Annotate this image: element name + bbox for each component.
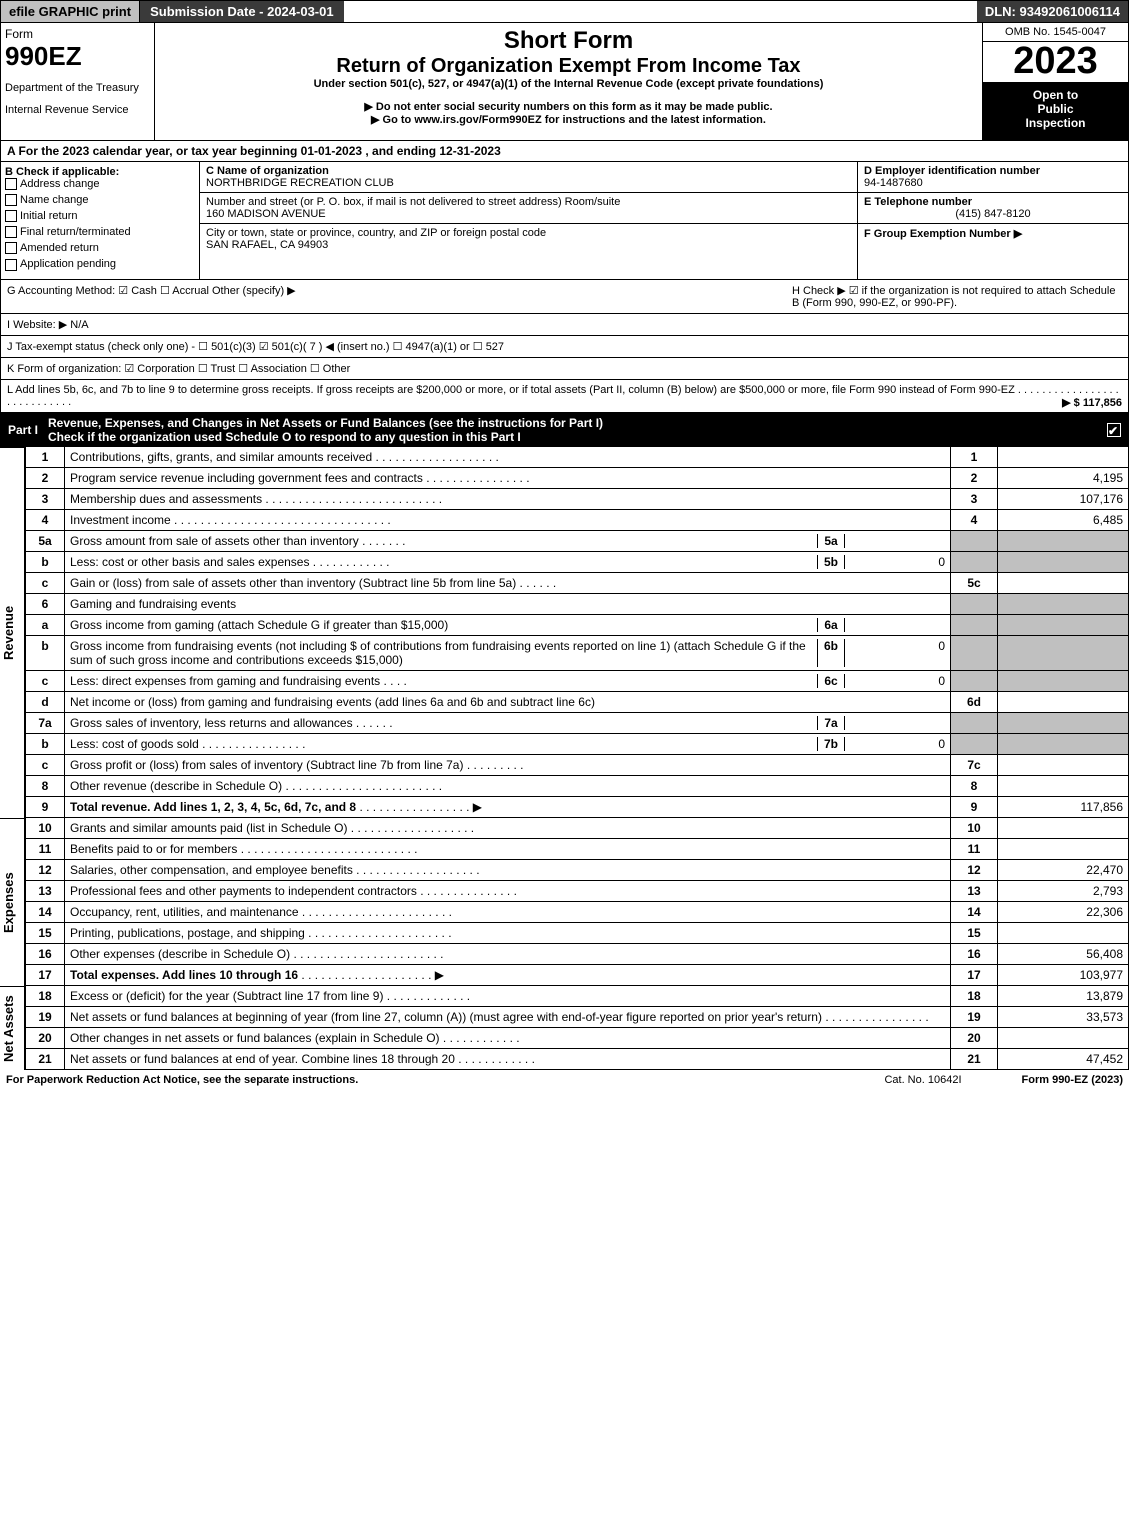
net-assets-section: Net Assets 18Excess or (deficit) for the… bbox=[0, 986, 1129, 1070]
city-cell: City or town, state or province, country… bbox=[200, 224, 857, 254]
part-I-checkbox[interactable]: ✔ bbox=[1107, 423, 1121, 437]
form-ref: Form 990-EZ (2023) bbox=[1022, 1074, 1123, 1086]
line-A: A For the 2023 calendar year, or tax yea… bbox=[0, 141, 1129, 162]
cat-no: Cat. No. 10642I bbox=[884, 1074, 961, 1086]
expenses-section: Expenses 10Grants and similar amounts pa… bbox=[0, 818, 1129, 986]
spacer bbox=[344, 1, 977, 22]
L-amount: ▶ $ 117,856 bbox=[1062, 396, 1122, 409]
GH-row: G Accounting Method: ☑ Cash ☐ Accrual Ot… bbox=[0, 280, 1129, 314]
tax-year: 2023 bbox=[983, 42, 1128, 80]
city: SAN RAFAEL, CA 94903 bbox=[206, 239, 851, 251]
org-name: NORTHBRIDGE RECREATION CLUB bbox=[206, 177, 851, 189]
addr-lbl: Number and street (or P. O. box, if mail… bbox=[206, 196, 851, 208]
title-return: Return of Organization Exempt From Incom… bbox=[159, 55, 978, 78]
line-G: G Accounting Method: ☑ Cash ☐ Accrual Ot… bbox=[7, 284, 792, 309]
expenses-side-label: Expenses bbox=[0, 818, 25, 986]
header: Form 990EZ Department of the Treasury In… bbox=[0, 23, 1129, 141]
net-table: 18Excess or (deficit) for the year (Subt… bbox=[25, 986, 1129, 1070]
D-cell: D Employer identification number 94-1487… bbox=[858, 162, 1128, 193]
expenses-table: 10Grants and similar amounts paid (list … bbox=[25, 818, 1129, 986]
E-cell: E Telephone number (415) 847-8120 bbox=[858, 193, 1128, 224]
header-left: Form 990EZ Department of the Treasury In… bbox=[1, 23, 155, 140]
line-J: J Tax-exempt status (check only one) - ☐… bbox=[0, 336, 1129, 358]
footer: For Paperwork Reduction Act Notice, see … bbox=[0, 1070, 1129, 1090]
badge-3: Inspection bbox=[985, 116, 1126, 130]
part-I-bar: Part I Revenue, Expenses, and Changes in… bbox=[0, 413, 1129, 447]
badge-2: Public bbox=[985, 102, 1126, 116]
F-cell: F Group Exemption Number ▶ bbox=[858, 224, 1128, 243]
E-lbl: E Telephone number bbox=[864, 196, 1122, 208]
chk-pending[interactable]: Application pending bbox=[5, 258, 195, 270]
revenue-table: 1Contributions, gifts, grants, and simil… bbox=[25, 447, 1129, 818]
org-name-lbl: C Name of organization bbox=[206, 165, 851, 177]
B-title: B Check if applicable: bbox=[5, 166, 195, 178]
chk-amended[interactable]: Amended return bbox=[5, 242, 195, 254]
addr-cell: Number and street (or P. O. box, if mail… bbox=[200, 193, 857, 224]
L-text: L Add lines 5b, 6c, and 7b to line 9 to … bbox=[7, 384, 1015, 396]
chk-final-return[interactable]: Final return/terminated bbox=[5, 226, 195, 238]
D-val: 94-1487680 bbox=[864, 177, 1122, 189]
header-center: Short Form Return of Organization Exempt… bbox=[155, 23, 982, 140]
chk-initial-return[interactable]: Initial return bbox=[5, 210, 195, 222]
line-H: H Check ▶ ☑ if the organization is not r… bbox=[792, 284, 1122, 309]
paperwork-notice: For Paperwork Reduction Act Notice, see … bbox=[6, 1074, 884, 1086]
revenue-section: Revenue 1Contributions, gifts, grants, a… bbox=[0, 447, 1129, 818]
dept-1: Department of the Treasury bbox=[5, 82, 150, 94]
F-lbl: F Group Exemption Number ▶ bbox=[864, 227, 1122, 240]
badge-1: Open to bbox=[985, 88, 1126, 102]
form-number: 990EZ bbox=[5, 41, 150, 72]
line-K: K Form of organization: ☑ Corporation ☐ … bbox=[0, 358, 1129, 380]
net-side-label: Net Assets bbox=[0, 986, 25, 1070]
bc-row: B Check if applicable: Address change Na… bbox=[0, 162, 1129, 280]
section-C: C Name of organization NORTHBRIDGE RECRE… bbox=[200, 162, 857, 279]
efile-print-button[interactable]: efile GRAPHIC print bbox=[1, 1, 140, 22]
part-I-label: Part I bbox=[8, 423, 38, 437]
addr: 160 MADISON AVENUE bbox=[206, 208, 851, 220]
E-val: (415) 847-8120 bbox=[864, 208, 1122, 220]
org-name-cell: C Name of organization NORTHBRIDGE RECRE… bbox=[200, 162, 857, 193]
note-ssn: ▶ Do not enter social security numbers o… bbox=[159, 100, 978, 113]
chk-address-change[interactable]: Address change bbox=[5, 178, 195, 190]
city-lbl: City or town, state or province, country… bbox=[206, 227, 851, 239]
note-link[interactable]: ▶ Go to www.irs.gov/Form990EZ for instru… bbox=[159, 113, 978, 126]
section-B: B Check if applicable: Address change Na… bbox=[1, 162, 200, 279]
part-I-title: Revenue, Expenses, and Changes in Net As… bbox=[48, 416, 603, 444]
chk-name-change[interactable]: Name change bbox=[5, 194, 195, 206]
line-I: I Website: ▶ N/A bbox=[0, 314, 1129, 336]
line-L: L Add lines 5b, 6c, and 7b to line 9 to … bbox=[0, 380, 1129, 413]
section-DEF: D Employer identification number 94-1487… bbox=[857, 162, 1128, 279]
open-public-badge: Open to Public Inspection bbox=[983, 82, 1128, 140]
dept-2: Internal Revenue Service bbox=[5, 104, 150, 116]
header-right: OMB No. 1545-0047 2023 Open to Public In… bbox=[982, 23, 1128, 140]
dln: DLN: 93492061006114 bbox=[977, 1, 1128, 22]
revenue-side-label: Revenue bbox=[0, 447, 25, 818]
submission-date: Submission Date - 2024-03-01 bbox=[140, 1, 344, 22]
under-section: Under section 501(c), 527, or 4947(a)(1)… bbox=[159, 78, 978, 90]
top-bar: efile GRAPHIC print Submission Date - 20… bbox=[0, 0, 1129, 23]
D-lbl: D Employer identification number bbox=[864, 165, 1122, 177]
title-short-form: Short Form bbox=[159, 27, 978, 55]
form-label: Form bbox=[5, 27, 150, 41]
